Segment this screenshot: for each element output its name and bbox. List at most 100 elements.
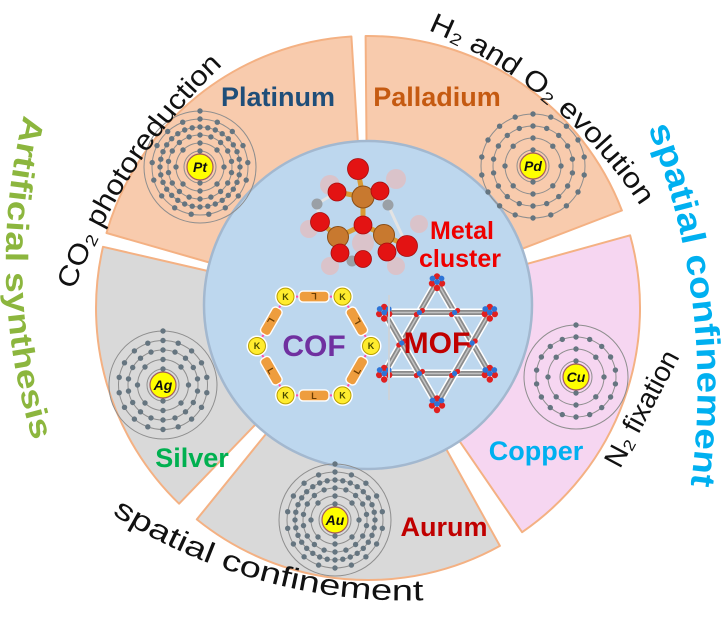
electron-dot: [228, 169, 235, 176]
electron-dot: [538, 354, 545, 360]
electron-dot: [564, 183, 571, 189]
element-atom-diagrams: Pt Pd Ag Au Cu: [108, 108, 629, 577]
electron-dot: [479, 172, 485, 178]
mof-oxygen-node: [481, 310, 488, 318]
electron-dot: [530, 147, 536, 153]
cof-linker-box: [259, 306, 283, 337]
electron-dot: [300, 522, 307, 529]
electron-dot: [317, 480, 323, 486]
electron-dot: [352, 492, 359, 499]
cof-node: [248, 337, 266, 355]
mof-oxygen-node: [486, 376, 493, 383]
electron-dot: [160, 179, 166, 185]
mof-oxygen-node: [381, 303, 388, 311]
electron-dot: [349, 500, 355, 506]
atom-pd: Pd: [479, 111, 587, 221]
element-name-labels: Platinum Palladium Silver Aurum Copper: [155, 82, 584, 542]
mof-metal-node: [376, 367, 383, 373]
nucleus: [562, 363, 590, 391]
electron-dot: [538, 394, 545, 400]
electron-dot: [197, 108, 203, 114]
electron-dot: [158, 156, 164, 162]
electron-dot: [175, 131, 181, 137]
mof-metal-node: [438, 397, 445, 404]
electron-dot: [197, 188, 203, 194]
mof-oxygen-node: [433, 273, 441, 280]
oxygen-atom: [347, 158, 369, 180]
ghost-atom: [321, 257, 339, 275]
electron-dot: [295, 502, 301, 508]
electron-dot: [349, 534, 355, 540]
electron-dot: [379, 525, 385, 531]
electron-dot: [188, 348, 195, 354]
electron-dot: [324, 556, 330, 562]
electron-dot: [373, 541, 380, 547]
mof-oxygen-node: [481, 371, 488, 379]
electron-dot: [225, 180, 231, 186]
electron-dot: [533, 381, 540, 387]
electron-dot: [569, 156, 576, 162]
mof-metal-node: [429, 397, 436, 404]
electron-dot: [352, 541, 359, 548]
electron-dot: [285, 509, 291, 515]
electron-dot: [131, 416, 138, 422]
oxygen-atom: [310, 212, 330, 232]
oxygen-atom: [354, 250, 372, 268]
electron-dot: [601, 374, 607, 380]
electron-dot: [340, 478, 346, 484]
electron-dot: [360, 489, 366, 495]
electron-dot: [356, 517, 362, 523]
electron-dot: [240, 142, 246, 149]
electron-dot: [208, 194, 214, 200]
mof-metal-node: [381, 370, 388, 377]
electron-dot: [160, 149, 166, 155]
electron-dot: [556, 132, 562, 139]
mof-oxygen-node: [486, 315, 493, 322]
electron-dot: [121, 404, 128, 410]
electron-dot: [354, 484, 360, 490]
electron-dot: [593, 354, 599, 360]
electron-dot: [290, 541, 297, 547]
electron-dot: [340, 556, 346, 562]
electron-dot: [130, 364, 136, 371]
electron-dot: [354, 550, 360, 556]
mof-metal-node: [376, 306, 383, 312]
electron-dot: [214, 147, 220, 153]
electron-dot: [186, 134, 192, 140]
electron-dot: [332, 501, 338, 507]
electron-dot: [137, 409, 144, 415]
electron-dot: [180, 119, 186, 125]
electron-dot: [175, 340, 181, 346]
electron-dot: [332, 477, 338, 483]
spatial-confinement-right-label: spatial confinement: [641, 117, 728, 489]
electron-dot: [530, 203, 536, 209]
cof-node-label: K: [282, 292, 289, 302]
electron-dot: [607, 354, 614, 360]
electron-dot: [607, 394, 614, 400]
electron-dot: [490, 156, 497, 162]
cof-node: [333, 287, 352, 306]
electron-dot: [360, 533, 366, 539]
element-symbol: Pd: [524, 158, 542, 174]
electron-dot: [197, 148, 203, 154]
electron-dot: [160, 407, 166, 414]
electron-dot: [324, 478, 330, 484]
electron-dot: [365, 495, 371, 501]
electron-dot: [573, 402, 579, 408]
electron-dot: [197, 140, 203, 146]
mof-metal-node: [399, 340, 405, 346]
electron-dot: [214, 181, 220, 187]
electron-dot: [229, 128, 235, 135]
mof-oxygen-node: [433, 395, 441, 402]
mof-oxygen-node: [376, 310, 383, 318]
electron-dot: [165, 169, 172, 176]
electron-dot: [332, 461, 338, 467]
electron-dot: [347, 554, 353, 560]
mof-oxygen-node: [438, 280, 446, 287]
mof-metal-node: [416, 370, 422, 377]
electron-dot: [178, 364, 184, 370]
electron-dot: [573, 390, 579, 396]
cof-node-label: K: [339, 391, 346, 401]
electron-dot: [516, 200, 522, 207]
electron-dot: [310, 550, 316, 556]
